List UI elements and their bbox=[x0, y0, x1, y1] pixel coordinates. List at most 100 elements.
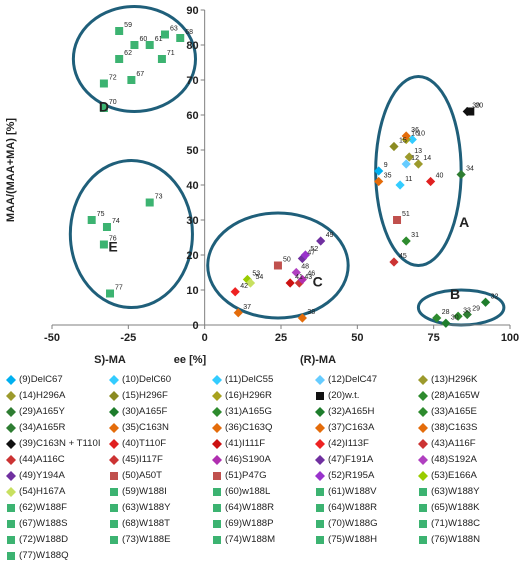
point-label: 39 bbox=[472, 103, 480, 110]
data-point bbox=[130, 41, 139, 49]
point-label: 70 bbox=[109, 99, 117, 106]
legend-item: (28)A165W bbox=[418, 388, 521, 403]
legend-marker bbox=[7, 519, 15, 528]
data-point bbox=[297, 274, 307, 285]
y-tick-label: 90 bbox=[186, 5, 198, 17]
point-label: 40 bbox=[436, 173, 444, 180]
legend-item: (64)W188R bbox=[315, 500, 418, 515]
data-point bbox=[374, 166, 384, 176]
legend-label: (11)DelC55 bbox=[225, 374, 274, 385]
data-point bbox=[426, 176, 436, 187]
chart-axes: -50 -25 0 25 50 75 100 0 10 20 30 40 50 60 70 80 90 bbox=[44, 5, 519, 344]
legend-marker bbox=[7, 551, 15, 560]
legend-label: (30)A165F bbox=[122, 406, 168, 417]
group-ellipse bbox=[68, 159, 194, 309]
legend-marker bbox=[6, 486, 16, 497]
legend-marker bbox=[316, 503, 324, 512]
legend-label: (67)W188S bbox=[19, 518, 68, 529]
legend-marker bbox=[316, 487, 324, 496]
y-tick-label: 50 bbox=[186, 145, 198, 157]
legend-label: (71)W188C bbox=[431, 518, 481, 529]
legend-marker bbox=[316, 519, 324, 528]
point-label: 76 bbox=[109, 236, 117, 243]
legend-marker bbox=[212, 374, 222, 385]
data-point bbox=[102, 223, 111, 231]
x-tick-label: -50 bbox=[44, 332, 60, 344]
data-point bbox=[393, 216, 402, 224]
legend-item: (34)A165R bbox=[6, 420, 109, 435]
data-point bbox=[401, 131, 411, 141]
data-point bbox=[99, 240, 108, 249]
legend-marker bbox=[418, 470, 428, 481]
legend-marker bbox=[419, 487, 427, 496]
legend-label: (32)A165H bbox=[328, 406, 375, 417]
legend-marker bbox=[212, 454, 222, 465]
data-point bbox=[462, 106, 472, 117]
data-point bbox=[401, 159, 411, 169]
legend-item: (54)H167A bbox=[6, 484, 109, 499]
point-label: 77 bbox=[115, 285, 123, 292]
legend-marker bbox=[110, 535, 118, 544]
legend-label: (74)W188M bbox=[225, 534, 276, 545]
legend-marker bbox=[316, 535, 324, 544]
data-point bbox=[395, 180, 405, 190]
point-label: 30 bbox=[451, 314, 459, 321]
group-label: D bbox=[99, 99, 109, 115]
legend-marker bbox=[315, 438, 325, 449]
legend-marker bbox=[109, 422, 119, 433]
legend-item: (60)w188L bbox=[212, 484, 315, 499]
data-point bbox=[432, 313, 442, 323]
legend-marker bbox=[418, 438, 428, 449]
legend-label: (75)W188H bbox=[328, 534, 378, 545]
legend-marker bbox=[418, 374, 428, 385]
legend-marker bbox=[213, 535, 221, 544]
legend-item: (14)H296A bbox=[6, 388, 109, 403]
point-label: 60 bbox=[139, 36, 147, 43]
legend-item: (61)W188V bbox=[315, 484, 418, 499]
x-tick-label: 25 bbox=[275, 332, 287, 344]
data-point bbox=[230, 287, 240, 297]
legend-label: (77)W188Q bbox=[19, 550, 69, 561]
legend-marker bbox=[213, 471, 221, 480]
chart-legend: (9)DelC67 (10)DelC60 (11)DelC55 (12)DelC47 (… bbox=[6, 372, 522, 563]
point-label: 38 bbox=[307, 309, 315, 316]
legend-marker bbox=[315, 454, 325, 465]
y-tick-label: 10 bbox=[186, 285, 198, 297]
legend-marker bbox=[109, 406, 119, 417]
data-point bbox=[462, 309, 472, 320]
legend-marker bbox=[110, 471, 118, 480]
data-point bbox=[145, 198, 154, 207]
legend-label: (34)A165R bbox=[19, 422, 66, 433]
point-label: 33 bbox=[463, 307, 471, 314]
legend-item: (63)W188Y bbox=[109, 500, 212, 515]
data-point bbox=[99, 79, 108, 88]
legend-item: (30)A165F bbox=[109, 404, 212, 419]
legend-item: (46)S190A bbox=[212, 452, 315, 467]
point-label: 68 bbox=[185, 29, 193, 36]
legend-item: (37)C163A bbox=[315, 420, 418, 435]
legend-marker bbox=[6, 374, 16, 385]
data-points bbox=[87, 27, 491, 328]
data-point bbox=[316, 236, 326, 246]
legend-item: (70)W188G bbox=[315, 516, 418, 531]
point-label: 15 bbox=[399, 138, 407, 145]
data-point bbox=[291, 267, 301, 278]
legend-item: (47)F191A bbox=[315, 452, 418, 467]
data-point bbox=[300, 250, 311, 260]
legend-item: (35)C163N bbox=[109, 420, 212, 435]
legend-marker bbox=[110, 519, 118, 528]
point-label: 63 bbox=[170, 26, 178, 33]
legend-item: (48)S192A bbox=[418, 452, 521, 467]
legend-item: (72)W188D bbox=[6, 532, 109, 547]
legend-label: (36)C163Q bbox=[225, 422, 273, 433]
point-label: 35 bbox=[384, 173, 392, 180]
legend-item: (63)W188Y bbox=[418, 484, 521, 499]
data-point bbox=[273, 261, 282, 270]
legend-label: (47)F191A bbox=[328, 454, 374, 465]
data-point bbox=[160, 30, 169, 39]
x-axis-title-right: (R)-MA bbox=[300, 354, 336, 366]
y-tick-label: 80 bbox=[186, 40, 198, 52]
point-label: 62 bbox=[124, 50, 132, 57]
legend-label: (16)H296R bbox=[225, 390, 272, 401]
